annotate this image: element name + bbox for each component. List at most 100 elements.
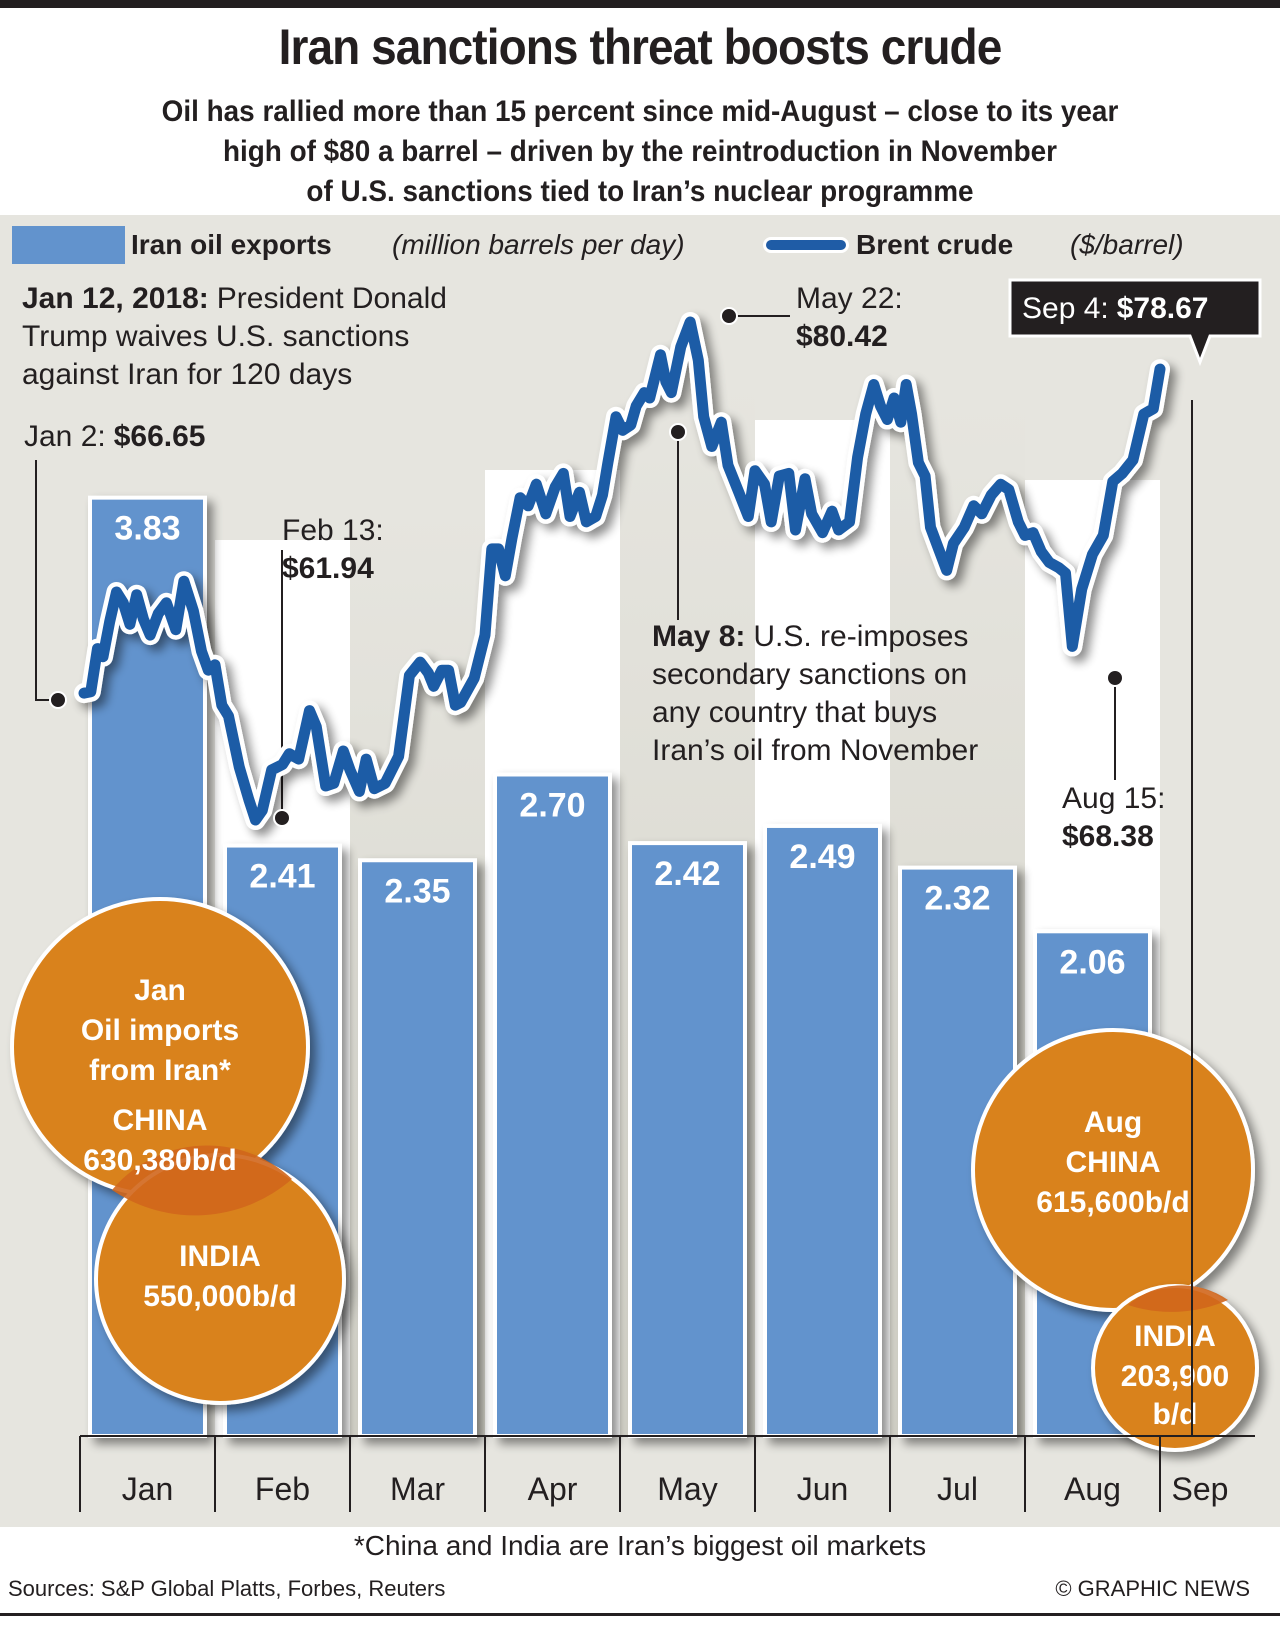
x-tick-label: Mar (390, 1471, 445, 1507)
dot-feb13 (273, 809, 291, 827)
bottom-rule (0, 1613, 1280, 1616)
bar-value-label: 2.32 (924, 880, 990, 918)
annotation-feb13-date: Feb 13: (282, 514, 384, 547)
legend-line-unit: ($/barrel) (1070, 229, 1184, 260)
bubble-aug-china-circle (971, 1028, 1255, 1312)
bar-rect (493, 772, 612, 1438)
bubble-jan-india-value: 550,000b/d (143, 1280, 296, 1313)
x-axis: Jan Feb Mar Apr May Jun Jul Aug Sep (79, 1435, 1255, 1512)
svg-text:Sep 4:$78.67: Sep 4: $78.67 (1022, 292, 1209, 325)
bar-rect (628, 841, 747, 1438)
bar-value-label: 3.83 (114, 510, 180, 548)
annotation-jan12-text: against Iran for 120 days (22, 358, 352, 391)
chart-subtitle: Oil has rallied more than 15 percent sin… (45, 92, 1235, 212)
legend-bar-swatch (12, 226, 125, 264)
subtitle-line: high of $80 a barrel – driven by the rei… (222, 135, 1058, 168)
brent-line-layer (74, 312, 1170, 830)
brent-line-group (74, 312, 1170, 830)
annotation-may8-date: May 8: (652, 620, 745, 653)
bubble-aug-china-value: 615,600b/d (1036, 1186, 1189, 1219)
bar-apr (493, 772, 612, 1438)
annotation-aug15-value: $68.38 (1062, 820, 1154, 853)
annotation-aug15-date: Aug 15: (1062, 782, 1165, 815)
bubble-aug-china-country: CHINA (1066, 1146, 1161, 1179)
x-tick-label: Feb (255, 1471, 310, 1507)
bar-value-label: 2.06 (1059, 943, 1125, 981)
bar-value-label: 2.49 (789, 838, 855, 876)
annotation-may8-text: secondary sanctions on (652, 658, 967, 691)
annotation-may8-text: Iran’s oil from November (652, 734, 978, 767)
annotation-jan2-value: $66.65 (114, 420, 206, 453)
dot-jan2 (49, 691, 67, 709)
bar-value-label: 2.35 (384, 872, 450, 910)
svg-text:Jan 12, 2018:President Donald: Jan 12, 2018: President Donald (22, 282, 447, 315)
legend-bar-label: Iran oil exports (131, 229, 332, 260)
bar-value-label: 2.70 (519, 787, 585, 825)
bubble-aug-india-unit: b/d (1153, 1398, 1198, 1431)
x-tick-label: Jun (797, 1471, 849, 1507)
bubble-aug-india-country: INDIA (1134, 1320, 1216, 1353)
brent-line (78, 316, 1166, 826)
credit: © GRAPHIC NEWS (1055, 1576, 1250, 1601)
annotation-may8-text: any country that buys (652, 696, 937, 729)
bubble-aug-india-value: 203,900 (1121, 1360, 1229, 1393)
bubble-jan-title: Jan (134, 974, 186, 1007)
bubble-jan-line: from Iran* (89, 1054, 231, 1087)
sep4-callout-box (1008, 278, 1262, 367)
legend-bar-unit: (million barrels per day) (392, 229, 685, 260)
annotation-feb13: Feb 13: $61.94 (282, 514, 384, 585)
annotation-jan2-date: Jan 2: (24, 420, 106, 453)
x-tick-label: Apr (528, 1471, 578, 1507)
annotation-feb13-value: $61.94 (282, 552, 374, 585)
sources: Sources: S&P Global Platts, Forbes, Reut… (8, 1576, 446, 1601)
bar-mar (358, 858, 477, 1438)
svg-text:Jan 2:$66.65: Jan 2: $66.65 (24, 420, 206, 453)
annotation-sep4: Sep 4: $78.67 (1008, 278, 1262, 367)
x-tick-label: Aug (1064, 1471, 1121, 1507)
bubble-aug-china (971, 1028, 1255, 1312)
footnote: *China and India are Iran’s biggest oil … (353, 1530, 927, 1561)
chart-title: Iran sanctions threat boosts crude (278, 19, 1003, 75)
subtitle-line: Oil has rallied more than 15 percent sin… (161, 95, 1119, 128)
annotation-jan12: Jan 12, 2018: President Donald Trump waiv… (22, 282, 447, 391)
bubble-jan-china-value: 630,380b/d (83, 1144, 236, 1177)
subtitle-line: of U.S. sanctions tied to Iran’s nuclear… (306, 175, 974, 208)
bar-rect (763, 823, 882, 1438)
import-bubbles: Jan Oil imports from Iran* CHINA 630,380b/d I… (10, 897, 1259, 1452)
bar-value-label: 2.41 (249, 858, 315, 896)
dot-aug15 (1106, 669, 1124, 687)
x-tick-label: Sep (1172, 1471, 1229, 1507)
annotation-sep4-date: Sep 4: (1022, 292, 1109, 325)
bubble-aug-title: Aug (1084, 1106, 1142, 1139)
bubble-overlap (1128, 1285, 1228, 1312)
bar-may (628, 841, 747, 1438)
bubble-jan-line: Oil imports (81, 1014, 239, 1047)
svg-text:May 8:U.S. re-imposes: May 8: U.S. re-imposes (652, 620, 968, 653)
bubble-overlap (112, 1145, 292, 1216)
annotation-may22: May 22: $80.42 (796, 282, 903, 353)
bubble-jan-india-country: INDIA (179, 1240, 261, 1273)
annotation-may8-text: U.S. re-imposes (753, 620, 968, 653)
legend: Iran oil exports (million barrels per da… (12, 226, 1184, 264)
annotation-may8: May 8: U.S. re-imposes secondary sanction… (652, 620, 978, 767)
bar-jun (763, 823, 882, 1438)
annotation-jan2: Jan 2: $66.65 (24, 420, 206, 453)
annotation-may22-date: May 22: (796, 282, 903, 315)
annotation-sep4-value: $78.67 (1117, 292, 1209, 325)
x-tick-label: Jul (937, 1471, 978, 1507)
annotation-jan12-date: Jan 12, 2018: (22, 282, 209, 315)
dot-may22 (720, 307, 738, 325)
leader-jan2 (35, 460, 58, 701)
annotation-jan12-text: President Donald (217, 282, 447, 315)
bubble-jan-china-country: CHINA (113, 1104, 208, 1137)
annotation-aug15: Aug 15: $68.38 (1062, 782, 1165, 853)
top-rule (0, 0, 1280, 8)
x-tick-label: Jan (122, 1471, 174, 1507)
legend-line-label: Brent crude (856, 229, 1013, 260)
annotation-may22-value: $80.42 (796, 320, 888, 353)
bar-value-label: 2.42 (654, 855, 720, 893)
annotation-jan12-text: Trump waives U.S. sanctions (22, 320, 409, 353)
bar-rect (358, 858, 477, 1438)
x-tick-label: May (657, 1471, 717, 1507)
